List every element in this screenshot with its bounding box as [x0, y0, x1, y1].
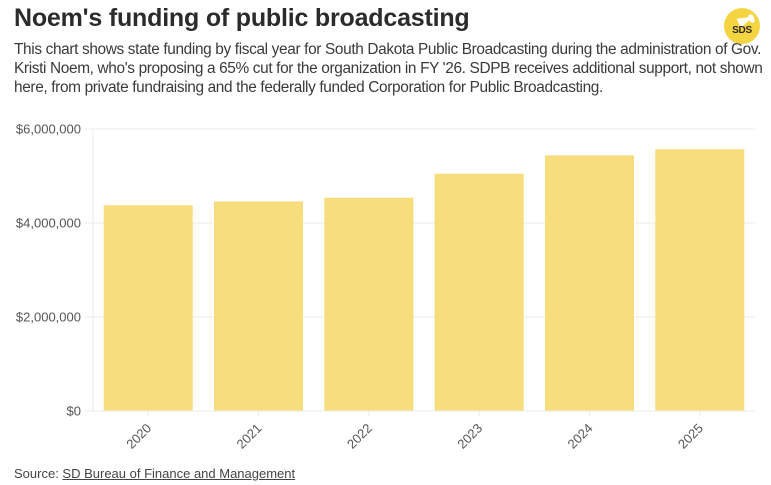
logo-text-light: SD	[732, 25, 746, 36]
x-axis: 2020 2021 2022 2023 2024 2025	[85, 410, 755, 452]
bar-2021[interactable]	[214, 201, 303, 412]
logo-text-bold: S	[745, 25, 752, 36]
chart-subtitle: This chart shows state funding by fiscal…	[14, 41, 763, 96]
x-tick-label: 2022	[344, 421, 375, 452]
bar-2022[interactable]	[324, 197, 414, 412]
y-tick-label: $4,000,000	[16, 216, 81, 231]
source-label: Source:	[14, 466, 63, 481]
x-tick-label: 2020	[123, 421, 154, 452]
bars	[103, 149, 745, 412]
bar-2024[interactable]	[545, 155, 634, 412]
y-axis: $0 $2,000,000 $4,000,000 $6,000,000	[16, 122, 81, 419]
x-tick-label: 2021	[234, 421, 265, 452]
source-line: Source: SD Bureau of Finance and Managem…	[14, 466, 295, 481]
bar-2023[interactable]	[434, 173, 524, 412]
x-tick-label: 2025	[675, 421, 706, 452]
source-link[interactable]: SD Bureau of Finance and Management	[62, 466, 296, 481]
logo-text: SDS	[724, 25, 760, 36]
chart-title: Noem's funding of public broadcasting	[14, 4, 470, 32]
bar-2020[interactable]	[103, 205, 193, 412]
y-tick-label: $0	[67, 404, 81, 419]
x-tick-label: 2024	[565, 421, 596, 452]
x-tick-label: 2023	[454, 421, 485, 452]
sds-logo[interactable]: SDS	[724, 8, 760, 44]
y-tick-label: $2,000,000	[16, 310, 81, 325]
y-tick-label: $6,000,000	[16, 122, 81, 137]
bar-2025[interactable]	[655, 149, 745, 412]
